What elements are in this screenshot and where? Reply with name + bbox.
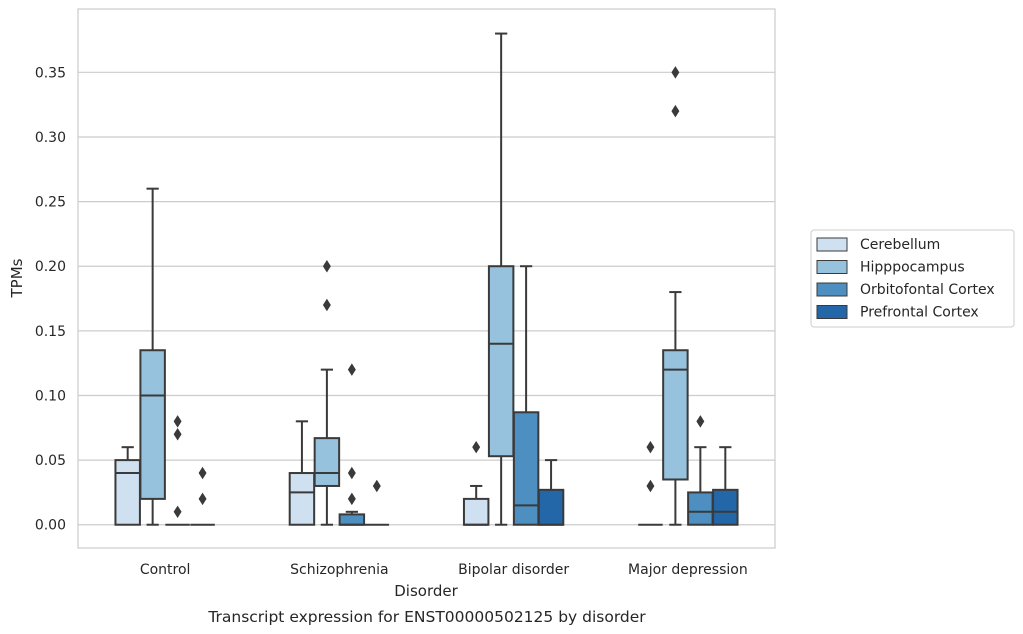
box-iqr xyxy=(512,411,540,526)
box-3-1 xyxy=(364,479,390,526)
outlier-point xyxy=(696,415,705,428)
legend-label: Prefrontal Cortex xyxy=(860,305,979,321)
box-3-3 xyxy=(712,446,739,526)
box-2-0 xyxy=(165,415,190,526)
x-axis-ticks: Control Schizophrenia Bipolar disorder Majo… xyxy=(140,562,748,578)
box-iqr xyxy=(313,437,341,487)
box-iqr xyxy=(487,265,515,458)
box-iqr xyxy=(537,488,565,526)
legend-label: Orbitofontal Cortex xyxy=(860,282,995,298)
outlier-point xyxy=(198,492,207,506)
box-iqr xyxy=(288,472,316,526)
box-iqr xyxy=(338,513,366,526)
outlier-point xyxy=(173,428,182,441)
outlier-point xyxy=(472,440,481,454)
outlier-point xyxy=(173,505,182,519)
y-tick-label: 0.15 xyxy=(35,324,66,340)
outlier-point xyxy=(372,479,381,493)
x-tick-label: Control xyxy=(140,562,191,578)
y-tick-label: 0.25 xyxy=(35,195,66,211)
legend-label: Hipppocampus xyxy=(860,260,965,276)
outlier-point xyxy=(347,363,356,376)
y-tick-label: 0.20 xyxy=(35,259,66,275)
chart-caption: Transcript expression for ENST0000050212… xyxy=(207,608,646,626)
box-1-1 xyxy=(313,259,341,526)
box-iqr xyxy=(462,497,490,526)
outlier-point xyxy=(198,466,207,480)
box-iqr xyxy=(712,488,739,526)
y-tick-label: 0.00 xyxy=(35,518,66,534)
box-1-2 xyxy=(487,32,515,526)
box-0-3 xyxy=(638,440,663,526)
box-0-2 xyxy=(462,440,490,526)
box-2-1 xyxy=(338,363,366,526)
box-iqr xyxy=(114,459,141,526)
outlier-point xyxy=(671,104,680,118)
x-tick-label: Schizophrenia xyxy=(290,562,388,578)
box-1-0 xyxy=(139,187,166,526)
legend-swatch xyxy=(816,260,848,274)
outlier-point xyxy=(322,259,331,273)
box-0-0 xyxy=(114,446,141,526)
x-axis-label: Disorder xyxy=(394,582,458,600)
legend-swatch xyxy=(816,237,848,252)
y-axis-label: TPMs xyxy=(8,258,26,298)
y-tick-label: 0.10 xyxy=(35,388,66,404)
y-tick-label: 0.35 xyxy=(35,65,66,81)
x-tick-label: Bipolar disorder xyxy=(458,562,569,578)
box-iqr xyxy=(139,349,166,500)
legend-frame xyxy=(810,229,1015,328)
box-2-2 xyxy=(512,265,540,526)
box-1-3 xyxy=(662,66,689,526)
box-series-layer xyxy=(114,32,739,526)
outlier-point xyxy=(646,440,655,454)
legend-label: Cerebellum xyxy=(860,237,940,253)
y-tick-label: 0.05 xyxy=(35,453,66,469)
outlier-point xyxy=(173,415,182,428)
outlier-point xyxy=(347,492,356,506)
outlier-point xyxy=(646,479,655,493)
legend-swatch xyxy=(816,305,848,319)
gridlines xyxy=(78,71,775,526)
box-2-3 xyxy=(687,415,714,526)
y-tick-label: 0.30 xyxy=(35,130,66,146)
legend: Cerebellum Hipppocampus Orbitofontal Corte… xyxy=(810,229,1015,328)
box-3-0 xyxy=(190,466,215,526)
plot-area-frame xyxy=(77,8,776,549)
outlier-point xyxy=(322,298,331,312)
outlier-point xyxy=(671,66,680,79)
legend-swatch xyxy=(816,282,848,297)
x-tick-label: Major depression xyxy=(628,562,748,578)
box-0-1 xyxy=(288,420,316,526)
box-iqr xyxy=(687,491,714,526)
y-axis-ticks: 0.00 0.05 0.10 0.15 0.20 0.25 0.30 0.35 xyxy=(35,65,66,533)
box-iqr xyxy=(662,349,689,481)
box-3-2 xyxy=(537,459,565,526)
outlier-point xyxy=(347,466,356,480)
